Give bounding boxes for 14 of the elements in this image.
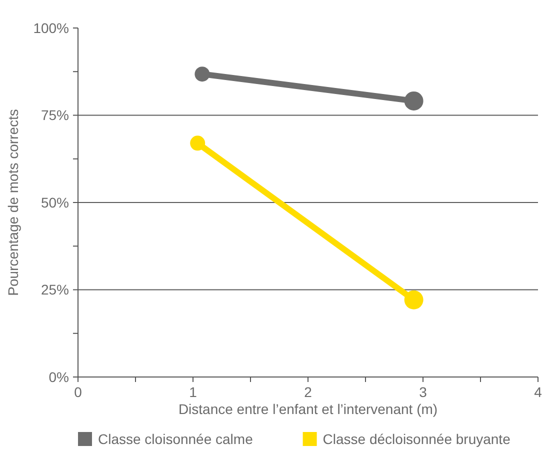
- y-tick-label: 25%: [40, 282, 69, 298]
- x-tick-label: 2: [304, 384, 312, 400]
- y-tick-label: 0%: [48, 368, 69, 385]
- legend-label: Classe cloisonnée calme: [98, 431, 254, 447]
- legend-label: Classe décloisonnée bruyante: [322, 431, 511, 447]
- y-tick-label: 75%: [40, 107, 69, 124]
- x-axis-title: Distance entre l’enfant et l’intervenant (m): [178, 401, 438, 417]
- x-tick-label: 4: [534, 384, 542, 400]
- y-axis-title: Pourcentage de mots corrects: [5, 109, 21, 296]
- x-tick-label: 0: [74, 384, 82, 400]
- x-tick-label: 3: [419, 384, 428, 400]
- x-tick-label: 1: [189, 384, 198, 400]
- y-tick-label: 50%: [40, 194, 69, 210]
- y-tick-label: 100%: [33, 20, 69, 36]
